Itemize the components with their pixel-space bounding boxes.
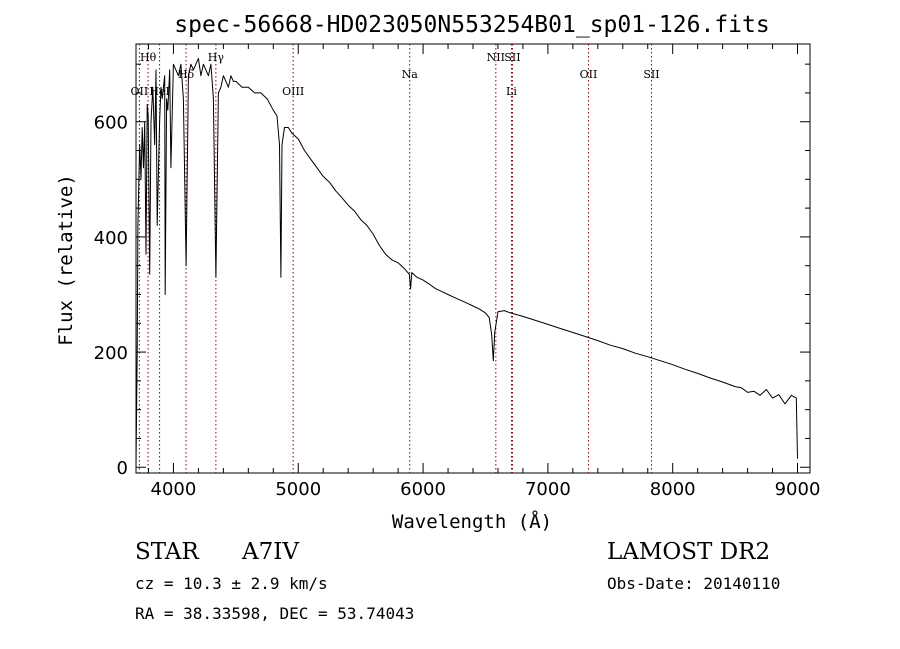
y-tick-label: 200 xyxy=(94,343,128,364)
x-tick-label: 4000 xyxy=(151,479,197,500)
marker-label: Hδ xyxy=(178,68,195,81)
x-axis-label: Wavelength (Å) xyxy=(392,510,552,533)
x-tick-label: 9000 xyxy=(775,479,821,500)
marker-label: Na xyxy=(402,68,419,81)
x-tick-label: 5000 xyxy=(275,479,321,500)
plot-frame xyxy=(135,43,811,474)
marker-label: Hγ xyxy=(208,51,225,64)
marker-label: Hθ xyxy=(140,51,157,64)
axis-ticks: 4000 5000 6000 7000 8000 9000 0 200 400 600 xyxy=(94,44,821,500)
x-tick-label: 6000 xyxy=(400,479,446,500)
redshift-text: cz = 10.3 ± 2.9 km/s xyxy=(135,574,328,593)
y-tick-label: 400 xyxy=(94,228,128,249)
spectrum-series xyxy=(135,57,798,468)
y-tick-label: 600 xyxy=(94,113,128,134)
spectrum-line xyxy=(135,57,798,468)
x-tick-label: 7000 xyxy=(525,479,571,500)
plot-border xyxy=(135,43,811,474)
marker-label: OII xyxy=(580,68,598,81)
marker-label: OIII xyxy=(282,85,304,98)
object-class: STAR xyxy=(135,539,199,565)
marker-label: SII xyxy=(504,51,520,64)
marker-label: OII xyxy=(131,85,149,98)
survey-name: LAMOST DR2 xyxy=(607,539,770,565)
marker-label: NII xyxy=(487,51,505,64)
chart-title: spec-56668-HD023050N553254B01_sp01-126.f… xyxy=(174,12,769,38)
coordinates: RA = 38.33598, DEC = 53.74043 xyxy=(135,604,414,623)
x-tick-label: 8000 xyxy=(650,479,696,500)
marker-label: SII xyxy=(643,68,659,81)
y-axis-label: Flux (relative) xyxy=(55,174,77,346)
obs-date: Obs-Date: 20140110 xyxy=(607,574,780,593)
marker-label: Li xyxy=(506,85,517,98)
y-tick-label: 0 xyxy=(117,458,128,479)
object-subclass: A7IV xyxy=(241,539,299,565)
